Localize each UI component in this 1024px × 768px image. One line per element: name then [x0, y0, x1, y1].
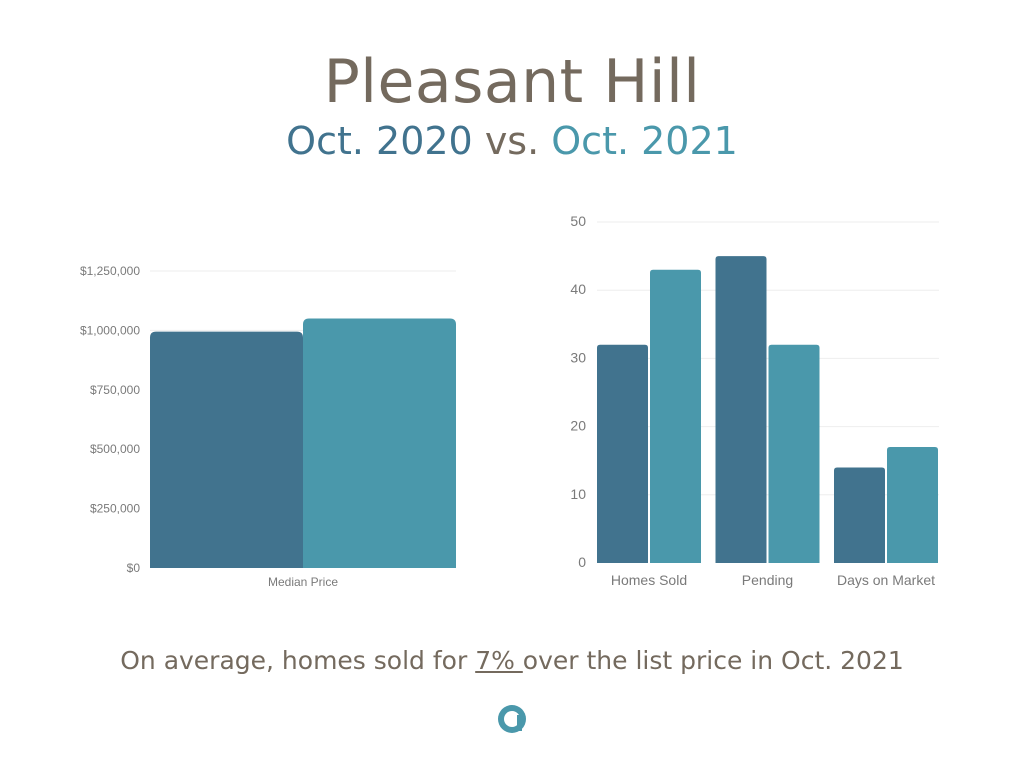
y-tick-label: 0 — [578, 554, 586, 570]
bar — [597, 344, 648, 563]
footer-highlight: 7% — [475, 646, 523, 675]
x-category-label: Pending — [742, 572, 793, 588]
subtitle-period-2021: Oct. 2021 — [551, 119, 738, 163]
footer-text-before: On average, homes sold for — [120, 646, 476, 675]
y-tick-label: 10 — [570, 486, 586, 502]
bar — [303, 318, 456, 568]
y-tick-label: 20 — [570, 418, 586, 434]
bar — [715, 256, 767, 563]
footer-note: On average, homes sold for 7% over the l… — [0, 641, 1024, 681]
y-tick-label: $250,000 — [90, 502, 140, 516]
brand-logo-icon — [496, 703, 528, 739]
y-tick-label: $1,000,000 — [80, 323, 140, 337]
x-category-label: Days on Market — [837, 572, 935, 588]
page-title: Pleasant Hill — [323, 47, 701, 117]
bar — [834, 467, 885, 563]
y-tick-label: $500,000 — [90, 442, 140, 456]
subtitle-vs: vs. — [472, 119, 552, 163]
bar — [150, 331, 303, 568]
subtitle-period-2020: Oct. 2020 — [286, 119, 473, 163]
bar — [887, 447, 938, 563]
bar — [650, 269, 701, 563]
y-tick-label: $750,000 — [90, 383, 140, 397]
y-tick-label: $1,250,000 — [80, 264, 140, 278]
y-tick-label: 50 — [570, 213, 586, 229]
y-tick-label: $0 — [127, 561, 141, 575]
y-tick-label: 40 — [570, 281, 586, 297]
page-subtitle: Oct. 2020 vs. Oct. 2021 — [0, 118, 1024, 164]
y-tick-label: 30 — [570, 349, 586, 365]
x-category-label: Median Price — [268, 575, 338, 589]
bar — [768, 344, 820, 563]
footer-text-after: over the list price in Oct. 2021 — [522, 646, 904, 675]
x-category-label: Homes Sold — [611, 572, 687, 588]
